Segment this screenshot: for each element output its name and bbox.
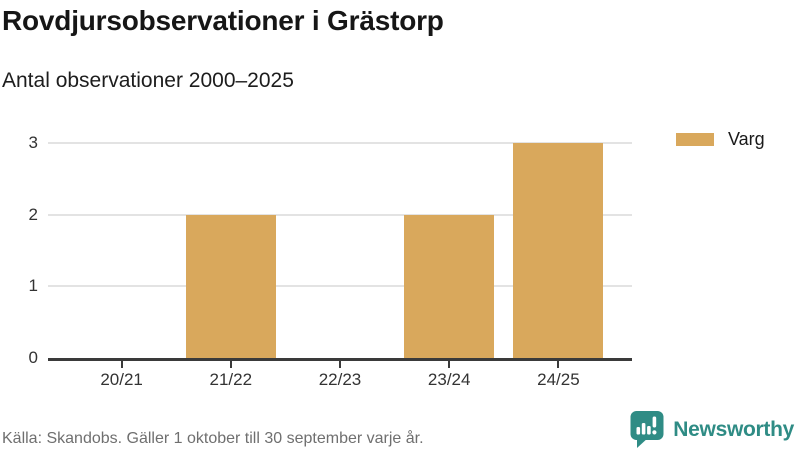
x-tick-20/21 bbox=[120, 361, 123, 368]
x-tick-label-22/23: 22/23 bbox=[318, 370, 362, 389]
x-tick-23/24 bbox=[448, 361, 451, 368]
y-tick-label-3: 3 bbox=[28, 133, 38, 152]
x-tick-label-20/21: 20/21 bbox=[100, 370, 143, 389]
plot-area: 20/21 21/22 22/23 23/24 24/25 bbox=[48, 142, 632, 389]
x-tick-22/23 bbox=[339, 361, 341, 368]
x-tick-label-21/22: 21/22 bbox=[209, 370, 253, 389]
y-tick-label-0: 0 bbox=[28, 348, 38, 367]
y-tick-label-1: 1 bbox=[28, 276, 38, 296]
y-axis-labels: 0 1 2 3 bbox=[0, 133, 38, 367]
chart-subtitle: Antal observationer 2000–2025 bbox=[2, 69, 294, 92]
bar-21/22 bbox=[185, 214, 276, 358]
legend: Varg bbox=[676, 130, 765, 148]
gridline-1 bbox=[48, 285, 632, 288]
source-note: Källa: Skandobs. Gäller 1 oktober till 3… bbox=[2, 430, 424, 447]
newsworthy-wordmark: Newsworthy bbox=[673, 417, 794, 441]
x-tick-21/22 bbox=[229, 361, 232, 368]
x-tick-label-23/24: 23/24 bbox=[427, 370, 471, 389]
bar-24/25 bbox=[513, 143, 604, 358]
x-tick-24/25 bbox=[557, 361, 560, 368]
gridline-3 bbox=[48, 142, 632, 144]
newsworthy-icon bbox=[630, 411, 664, 448]
bar-23/24 bbox=[404, 214, 495, 358]
chart-title: Rovdjursobservationer i Grästorp bbox=[2, 5, 444, 36]
x-tick-label-24/25: 24/25 bbox=[537, 370, 580, 389]
legend-swatch-varg bbox=[676, 132, 714, 146]
y-tick-label-2: 2 bbox=[28, 204, 38, 224]
gridline-2 bbox=[48, 213, 632, 216]
newsworthy-logo[interactable]: Newsworthy bbox=[630, 411, 794, 448]
legend-label-varg: Varg bbox=[728, 129, 765, 149]
